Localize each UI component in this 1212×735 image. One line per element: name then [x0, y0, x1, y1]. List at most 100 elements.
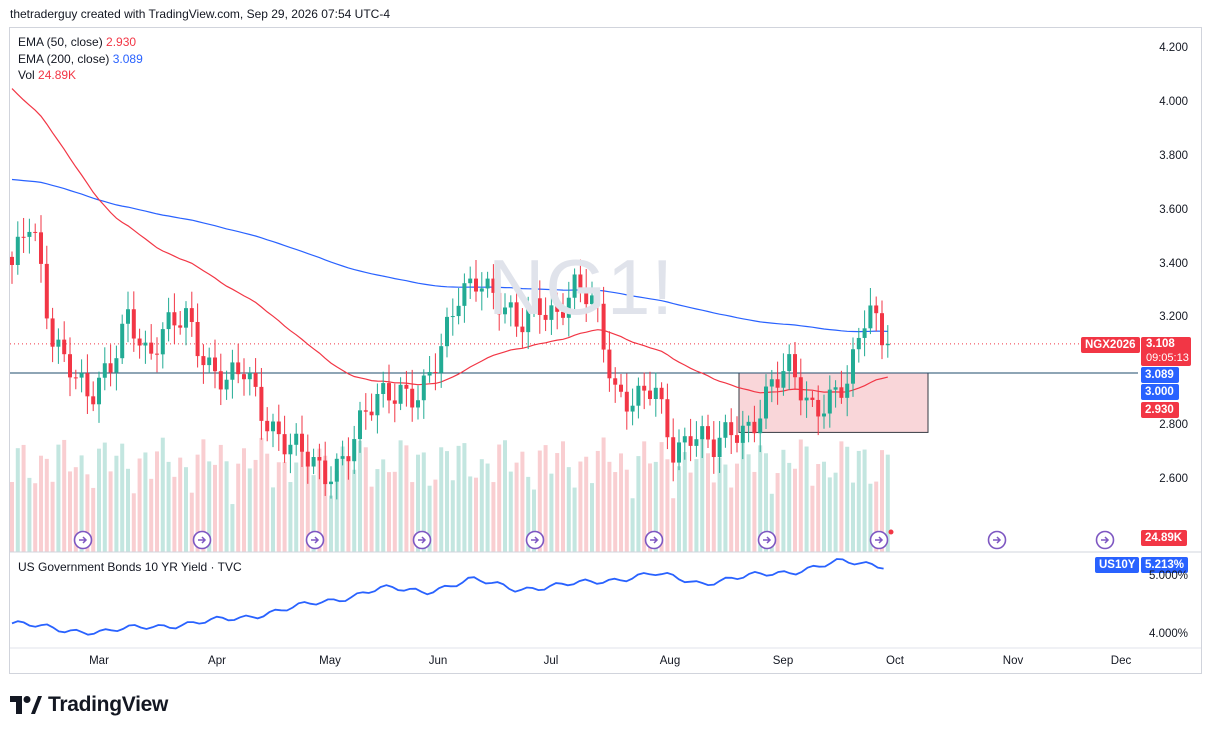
- candle-body: [706, 426, 710, 440]
- volume-bar: [717, 457, 722, 552]
- candle-body: [845, 383, 850, 398]
- candle-body: [282, 434, 287, 455]
- candle-body: [700, 426, 705, 440]
- legend-ema200[interactable]: EMA (200, close) 3.089: [18, 51, 143, 67]
- event-arrow-icon: [1101, 536, 1110, 544]
- candle-body: [810, 397, 815, 400]
- line-level-tag: 3.000: [1141, 384, 1179, 400]
- event-arrow-icon: [198, 536, 207, 544]
- candle-body: [398, 384, 403, 404]
- yield-symbol-tag[interactable]: US10Y: [1095, 557, 1140, 573]
- yield-tick: 5.000%: [1148, 570, 1188, 582]
- legend-ema200-label: EMA (200, close): [18, 52, 110, 66]
- volume-bar: [410, 482, 415, 552]
- volume-bar: [694, 459, 699, 552]
- event-dot: [888, 529, 894, 535]
- candle-body: [317, 457, 322, 461]
- candle-body: [833, 387, 838, 390]
- candle-body: [851, 349, 855, 384]
- candle-body: [195, 322, 200, 357]
- legend-ema50[interactable]: EMA (50, close) 2.930: [18, 34, 136, 50]
- volume-bar: [27, 477, 32, 552]
- candle-body: [752, 421, 757, 434]
- candle-body: [62, 339, 67, 355]
- candle-body: [340, 456, 345, 459]
- volume-bars: [10, 437, 890, 552]
- candle-body: [804, 397, 809, 401]
- candle-body: [381, 383, 386, 394]
- candle-body: [131, 309, 136, 339]
- candle-body: [566, 297, 571, 318]
- candle-body: [265, 420, 270, 432]
- candle-body: [729, 422, 734, 436]
- candle-body: [688, 436, 693, 446]
- event-arrow-icon: [763, 536, 772, 544]
- yield-tick: 4.000%: [1148, 628, 1188, 640]
- tradingview-logo[interactable]: TradingView: [10, 692, 168, 718]
- price-tick: 3.600: [1159, 204, 1188, 216]
- candle-body: [126, 309, 130, 324]
- candle-body: [827, 389, 832, 414]
- volume-bar: [555, 453, 560, 552]
- volume-bar: [839, 441, 844, 552]
- yield-line: [11, 558, 884, 636]
- candle-body: [68, 354, 72, 378]
- ema200-tag: 3.089: [1141, 367, 1179, 383]
- volume-bar: [178, 457, 183, 552]
- candle-body: [155, 353, 159, 355]
- candle-body: [300, 433, 304, 452]
- candle-body: [44, 263, 49, 319]
- volume-bar: [91, 487, 96, 552]
- yield-pane-title[interactable]: US Government Bonds 10 YR Yield · TVC: [18, 560, 242, 574]
- candle-body: [508, 302, 513, 308]
- volume-bar: [97, 448, 101, 552]
- candle-body: [456, 305, 461, 317]
- candle-body: [735, 435, 739, 443]
- legend-volume-value: 24.89K: [38, 68, 77, 82]
- yield-value-tag: 5.213%: [1141, 557, 1189, 573]
- volume-bar: [195, 454, 200, 552]
- candle-body: [329, 481, 333, 485]
- candle-body: [387, 383, 391, 401]
- volume-bar: [44, 458, 49, 552]
- candle-body: [642, 385, 647, 391]
- price-tick: 3.400: [1159, 258, 1188, 270]
- candle-body: [694, 439, 699, 446]
- volume-bar: [68, 471, 72, 552]
- candle-body: [73, 377, 78, 379]
- legend-volume[interactable]: Vol 24.89K: [18, 67, 76, 83]
- candle-body: [584, 287, 589, 305]
- candle-body: [485, 278, 490, 289]
- candle-body: [758, 418, 763, 434]
- volume-bar: [682, 452, 687, 552]
- candle-body: [549, 305, 554, 320]
- time-tick: Jul: [543, 655, 559, 667]
- symbol-tag[interactable]: NGX2026: [1081, 337, 1140, 353]
- candle-body: [682, 436, 687, 443]
- volume-bar: [851, 482, 855, 552]
- volume-bar: [735, 463, 739, 552]
- volume-bar: [56, 444, 61, 552]
- volume-bar: [607, 461, 612, 552]
- volume-bar: [160, 437, 165, 552]
- volume-bar: [474, 477, 478, 552]
- candle-body: [50, 318, 55, 347]
- price-tick: 4.200: [1159, 42, 1188, 54]
- volume-bar: [143, 452, 148, 552]
- candle-body: [242, 374, 246, 380]
- volume-bar: [242, 448, 246, 552]
- candle-body: [862, 328, 867, 338]
- candle-body: [445, 316, 449, 347]
- volume-bar: [700, 437, 705, 552]
- volume-bar: [514, 462, 519, 552]
- candle-body: [224, 379, 229, 390]
- candle-body: [537, 298, 542, 315]
- candle-body: [85, 373, 90, 397]
- volume-bar: [793, 468, 797, 552]
- volume-bar: [218, 444, 223, 552]
- volume-bar: [114, 455, 119, 552]
- volume-bar: [201, 439, 206, 552]
- volume-bar: [317, 448, 322, 552]
- volume-bar: [822, 461, 826, 552]
